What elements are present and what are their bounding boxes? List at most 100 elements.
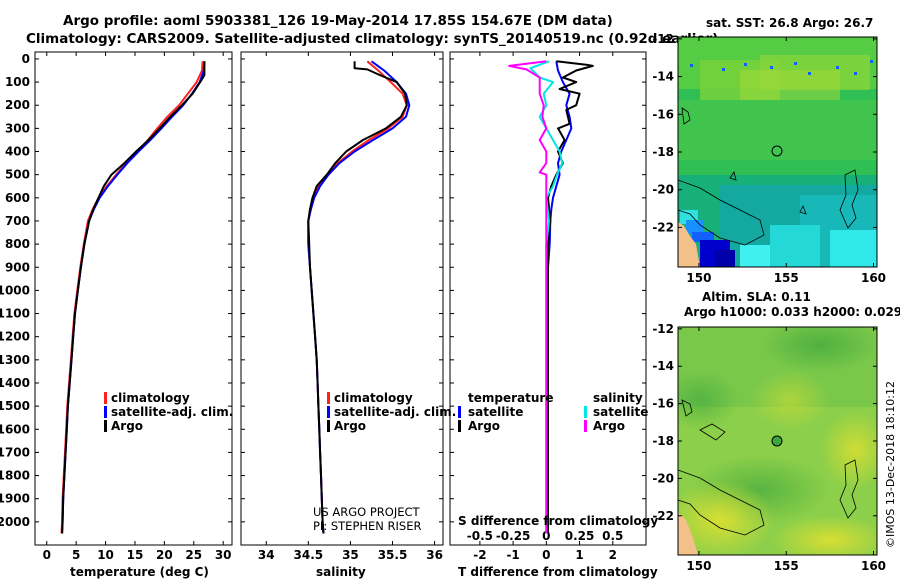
depth-tick-label: 1900 (0, 492, 30, 506)
s-difference-x-axis: -0.5 -0.25 0 0.25 0.5 (467, 529, 624, 543)
depth-tick-label: 300 (5, 121, 30, 135)
t-difference-xlabel: T difference from climatology (458, 565, 658, 579)
header-line-2: Climatology: CARS2009. Satellite-adjuste… (26, 31, 718, 47)
series-line-t-argo (547, 60, 594, 534)
legend-label-argo: Argo (111, 419, 143, 433)
depth-tick-label: 1200 (0, 330, 30, 344)
x-tick-label: 36 (426, 548, 443, 562)
map-y-tick-label: -22 (652, 509, 674, 523)
temperature-legend: climatology satellite-adj. clim. Argo (104, 391, 233, 433)
temperature-x-axis: 0 5 10 15 20 25 30 (35, 52, 232, 562)
depth-tick-label: 1700 (0, 445, 30, 459)
map-y-tick-label: -12 (652, 322, 674, 336)
x-tick-label: 0 (43, 548, 51, 562)
imos-stamp: ©IMOS 13-Dec-2018 18:10:12 (884, 381, 897, 548)
legend-label-argo: Argo (334, 419, 366, 433)
map-y-tick-label: -18 (652, 434, 674, 448)
x-tick-label: 35 (342, 548, 359, 562)
depth-tick-label: 100 (5, 75, 30, 89)
depth-tick-label: 1400 (0, 376, 30, 390)
legend-swatch-t-argo (458, 420, 461, 432)
salinity-series (307, 60, 411, 534)
map-y-tick-label: -20 (652, 183, 674, 197)
s-difference-tick-label: 0.5 (602, 529, 623, 543)
depth-tick-label: 900 (5, 260, 30, 274)
s-difference-tick-label: 0 (542, 529, 550, 543)
map-y-tick-label: -20 (652, 471, 674, 485)
legend-label-climatology: climatology (334, 391, 413, 405)
map-x-tick-label: 155 (774, 271, 799, 285)
legend-swatch-argo (104, 420, 107, 432)
project-credit: US ARGO PROJECT (313, 505, 421, 519)
legend-swatch-satellite (104, 406, 107, 418)
depth-tick-label: 1100 (0, 307, 30, 321)
depth-tick-label: 1600 (0, 422, 30, 436)
difference-series (508, 60, 594, 534)
salinity-xlabel: salinity (316, 565, 366, 579)
depth-tick-label: 1000 (0, 283, 30, 297)
legend-swatch-climatology (104, 392, 107, 404)
temperature-plot-frame (34, 51, 233, 546)
legend-label-t-satellite: satellite (468, 405, 523, 419)
difference-legend: temperature satellite Argo salinity sate… (458, 391, 648, 433)
legend-label-satellite: satellite-adj. clim. (111, 405, 233, 419)
map-y-tick-label: -14 (652, 359, 674, 373)
legend-heading-salinity: salinity (593, 391, 643, 405)
x-tick-label: 35.5 (378, 548, 408, 562)
x-tick-label: 34.5 (294, 548, 324, 562)
pi-credit: PI: STEPHEN RISER (313, 519, 422, 533)
depth-tick-label: 600 (5, 191, 30, 205)
t-difference-x-axis: -2 -1 0 1 2 (450, 52, 646, 562)
x-tick-label: 5 (72, 548, 80, 562)
series-line-satellite-adj-clim- (61, 61, 206, 534)
salinity-plot-frame (240, 51, 444, 546)
map-x-tick-label: 150 (686, 559, 711, 573)
temperature-xlabel: temperature (deg C) (70, 565, 209, 579)
map-y-tick-label: -22 (652, 220, 674, 234)
legend-label-climatology: climatology (111, 391, 190, 405)
s-difference-tick-label: 0.25 (565, 529, 595, 543)
map-y-tick-label: -18 (652, 145, 674, 159)
legend-swatch-s-argo (584, 420, 587, 432)
depth-tick-label: 500 (5, 168, 30, 182)
series-line-climatology (60, 61, 204, 534)
series-line-climatology (307, 60, 408, 534)
sla-map-subtitle: Argo h1000: 0.033 h2000: 0.029 (684, 305, 900, 319)
depth-tick-label: 1300 (0, 353, 30, 367)
x-tick-label: 10 (97, 548, 114, 562)
temperature-series (60, 61, 206, 534)
series-line-s-argo (508, 60, 548, 534)
sst-map-title: sat. SST: 26.8 Argo: 26.7 (706, 16, 873, 30)
series-line-argo (307, 61, 408, 534)
map-x-tick-label: 155 (774, 559, 799, 573)
map-x-tick-label: 160 (861, 559, 886, 573)
sla-map-axes: 150 155 160 -12 -14 -16 -18 -20 -22 (652, 322, 886, 573)
x-tick-label: 2 (609, 548, 617, 562)
legend-swatch-t-satellite (458, 406, 461, 418)
salinity-legend: climatology satellite-adj. clim. Argo (327, 391, 456, 433)
legend-heading-temperature: temperature (468, 391, 553, 405)
legend-swatch-argo (327, 420, 330, 432)
salinity-x-axis: 34 34.5 35 35.5 36 (241, 52, 443, 562)
legend-swatch-satellite (327, 406, 330, 418)
x-tick-label: 0 (542, 548, 550, 562)
difference-plot-frame (449, 51, 647, 546)
legend-label-s-argo: Argo (593, 419, 625, 433)
x-tick-label: 30 (215, 548, 232, 562)
legend-swatch-s-satellite (584, 406, 587, 418)
depth-tick-label: 2000 (0, 515, 30, 529)
map-x-tick-label: 160 (861, 271, 886, 285)
depth-tick-label: 400 (5, 145, 30, 159)
depth-tick-label: 0 (22, 52, 30, 66)
x-tick-label: 34 (258, 548, 275, 562)
x-tick-label: -1 (506, 548, 519, 562)
x-tick-label: -2 (473, 548, 486, 562)
legend-swatch-climatology (327, 392, 330, 404)
sla-map-argo-marker (771, 435, 783, 447)
series-line-argo (61, 61, 206, 534)
map-y-tick-label: -16 (652, 397, 674, 411)
s-difference-tick-label: -0.5 (467, 529, 493, 543)
x-tick-label: 25 (185, 548, 202, 562)
sla-map-title: Altim. SLA: 0.11 (702, 290, 811, 304)
x-tick-label: 1 (575, 548, 583, 562)
